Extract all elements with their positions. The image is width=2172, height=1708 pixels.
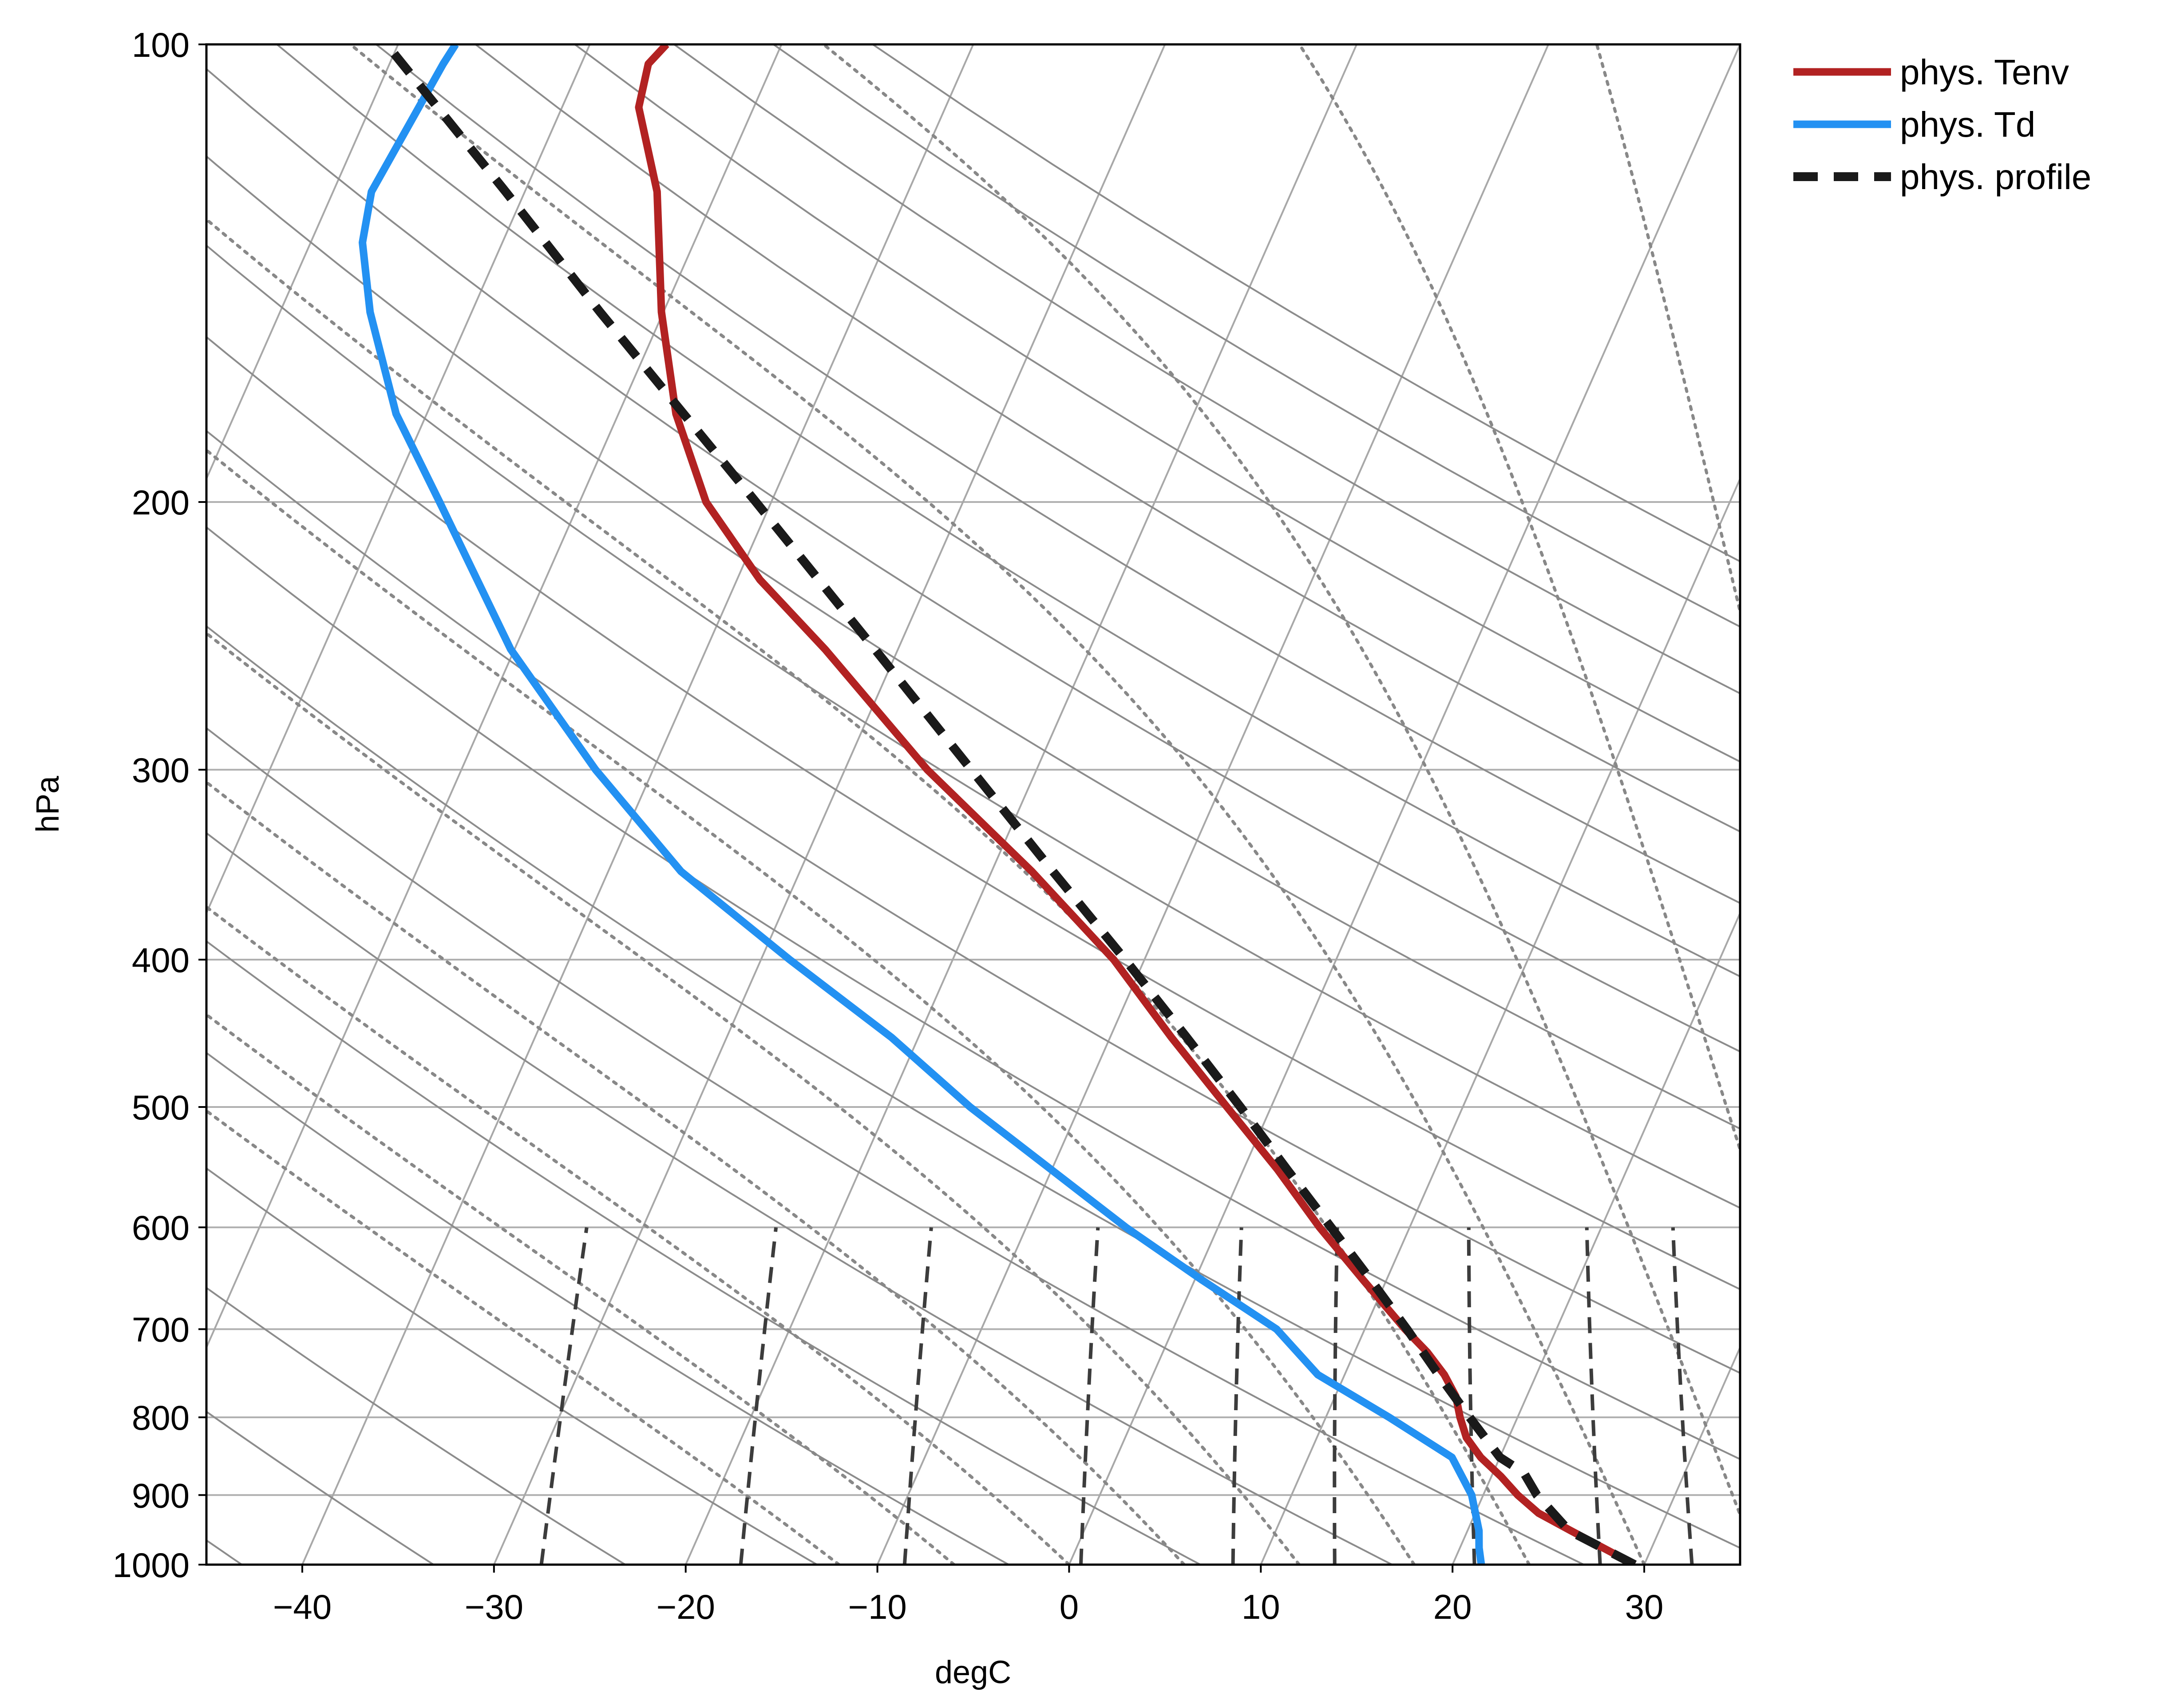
- dry-adiabat-line: [206, 1286, 626, 1565]
- dry-adiabat-line: [475, 44, 1740, 833]
- isotherm-line: [1260, 476, 1740, 1565]
- y-tick-label: 1000: [112, 1546, 190, 1585]
- mixing-ratio-line: [1671, 1227, 1694, 1565]
- dry-adiabat-line: [276, 44, 1740, 978]
- mixing-ratio-line: [1467, 1227, 1476, 1565]
- y-tick-label: 200: [132, 483, 190, 522]
- x-tick-label: −20: [657, 1587, 715, 1626]
- dry-adiabat-line: [206, 67, 1740, 1053]
- dry-adiabat-line: [206, 1410, 434, 1565]
- mixing-ratio-line: [1079, 1227, 1100, 1565]
- moist-adiabat-line: [206, 1012, 956, 1565]
- x-axis: −40 −30 −20 −10 0 10 20 30: [273, 1565, 1664, 1626]
- mixing-ratio-line: [1231, 1227, 1243, 1565]
- isotherm-line: [1452, 911, 1740, 1565]
- legend: phys. Tenv phys. Td phys. profile: [1793, 52, 2091, 197]
- series-layer: [359, 44, 1637, 1565]
- dry-adiabat-line: [673, 44, 1740, 695]
- y-axis-title: hPa: [30, 775, 66, 833]
- dry-adiabat-line: [206, 336, 1740, 1290]
- dry-adiabat-line: [206, 625, 1740, 1549]
- y-tick-label: 800: [132, 1398, 190, 1437]
- series-line-3: [383, 44, 1637, 1565]
- x-tick-label: 0: [1060, 1587, 1079, 1626]
- dry-adiabat-line: [206, 832, 1393, 1565]
- x-tick-label: 30: [1625, 1587, 1664, 1626]
- isotherm-line: [1836, 44, 2172, 1565]
- legend-label-3: phys. profile: [1900, 157, 2091, 197]
- dry-adiabat-line: [206, 727, 1584, 1565]
- y-tick-label: 900: [132, 1476, 190, 1515]
- mixing-ratio-line: [539, 1227, 589, 1565]
- dry-adiabat-line: [574, 44, 1740, 763]
- x-axis-title: degC: [935, 1655, 1011, 1690]
- dry-adiabat-line: [206, 940, 1201, 1565]
- mixing-ratio-lines: [539, 1227, 1694, 1565]
- moist-adiabat-line: [206, 905, 1071, 1565]
- x-tick-label: −40: [273, 1587, 332, 1626]
- y-tick-label: 300: [132, 751, 190, 790]
- isotherm-line: [684, 44, 1358, 1565]
- moist-adiabat-line: [822, 44, 1740, 1519]
- y-tick-label: 400: [132, 941, 190, 980]
- mixing-ratio-line: [1585, 1227, 1602, 1565]
- mixing-ratio-line: [1333, 1227, 1339, 1565]
- dry-adiabat-line: [376, 44, 1740, 904]
- y-tick-label: 700: [132, 1310, 190, 1349]
- isotherm-line: [493, 44, 1166, 1565]
- y-axis: 100 200 300 400 500 600 700 800 900 1000: [112, 25, 206, 1585]
- moist-adiabat-line: [206, 631, 1301, 1565]
- isotherm-line: [0, 44, 15, 1565]
- x-tick-label: −10: [848, 1587, 906, 1626]
- x-tick-label: 20: [1433, 1587, 1472, 1626]
- dry-adiabat-line: [206, 526, 1740, 1460]
- moist-adiabat-line: [206, 780, 1186, 1565]
- series-line-1: [635, 44, 1637, 1565]
- x-tick-label: 10: [1242, 1587, 1280, 1626]
- y-tick-label: 600: [132, 1208, 190, 1247]
- legend-label-1: phys. Tenv: [1900, 52, 2069, 92]
- plot-background: [206, 44, 1740, 1565]
- isotherm-line: [301, 44, 974, 1565]
- isotherm-line: [206, 44, 591, 916]
- legend-label-2: phys. Td: [1900, 105, 2035, 144]
- mixing-ratio-line: [739, 1227, 778, 1565]
- series-line-2: [359, 44, 1485, 1565]
- isotherm-line: [206, 44, 399, 481]
- x-tick-label: −30: [465, 1587, 523, 1626]
- dry-adiabat-line: [206, 155, 1740, 1130]
- dry-adiabat-line: [206, 244, 1740, 1209]
- dry-adiabat-line: [206, 430, 1740, 1374]
- mixing-ratio-line: [902, 1227, 933, 1565]
- moist-adiabat-line: [206, 1109, 841, 1565]
- y-tick-label: 100: [132, 25, 190, 64]
- dry-adiabat-line: [206, 1167, 818, 1565]
- moist-adiabat-lines: [206, 44, 1740, 1565]
- y-tick-label: 500: [132, 1088, 190, 1127]
- plot-frame: [205, 43, 1741, 1566]
- moist-adiabat-line: [1298, 44, 1740, 1155]
- moist-adiabat-line: [206, 217, 1531, 1565]
- moist-adiabat-line: [348, 44, 1646, 1565]
- moist-adiabat-line: [206, 448, 1416, 1565]
- isotherm-line: [1068, 44, 1740, 1565]
